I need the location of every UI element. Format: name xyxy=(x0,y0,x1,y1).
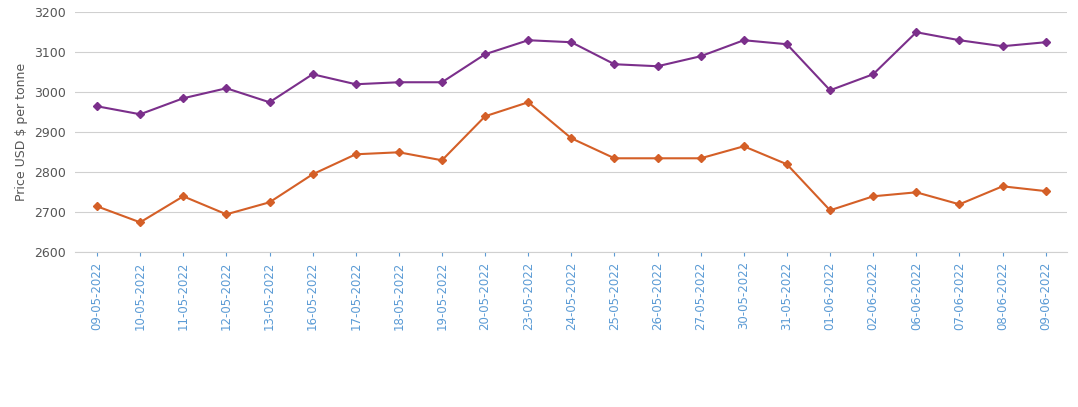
LME xyxy=(780,162,793,167)
SHFE xyxy=(263,100,276,105)
SHFE xyxy=(1039,40,1052,45)
SHFE xyxy=(134,112,147,117)
SHFE xyxy=(177,96,190,101)
SHFE xyxy=(565,40,578,45)
SHFE xyxy=(306,72,319,77)
LME xyxy=(479,114,492,119)
LME xyxy=(522,100,535,105)
LME xyxy=(651,156,664,161)
LME xyxy=(867,194,880,199)
LME xyxy=(824,208,837,213)
LME xyxy=(177,194,190,199)
LME xyxy=(392,150,405,155)
LME xyxy=(565,136,578,141)
LME xyxy=(953,202,966,207)
LME xyxy=(349,152,362,157)
SHFE xyxy=(824,88,837,93)
LME xyxy=(694,156,707,161)
SHFE xyxy=(522,38,535,43)
Y-axis label: Price USD $ per tonne: Price USD $ per tonne xyxy=(15,63,28,201)
Line: LME: LME xyxy=(94,99,1049,225)
LME xyxy=(436,158,448,163)
SHFE xyxy=(91,104,103,109)
SHFE xyxy=(479,52,492,57)
LME xyxy=(220,212,233,217)
SHFE xyxy=(780,42,793,47)
SHFE xyxy=(910,30,923,35)
LME xyxy=(737,144,750,149)
SHFE xyxy=(651,64,664,69)
SHFE xyxy=(953,38,966,43)
SHFE xyxy=(349,82,362,87)
LME xyxy=(608,156,621,161)
LME xyxy=(306,172,319,177)
LME xyxy=(910,190,923,195)
Line: SHFE: SHFE xyxy=(94,29,1049,117)
LME xyxy=(1039,189,1052,194)
SHFE xyxy=(608,62,621,67)
LME xyxy=(91,204,103,209)
LME xyxy=(263,200,276,205)
SHFE xyxy=(436,80,448,85)
SHFE xyxy=(737,38,750,43)
SHFE xyxy=(867,72,880,77)
LME xyxy=(996,184,1009,189)
SHFE xyxy=(220,86,233,91)
SHFE xyxy=(392,80,405,85)
SHFE xyxy=(996,44,1009,49)
SHFE xyxy=(694,54,707,59)
LME xyxy=(134,220,147,225)
